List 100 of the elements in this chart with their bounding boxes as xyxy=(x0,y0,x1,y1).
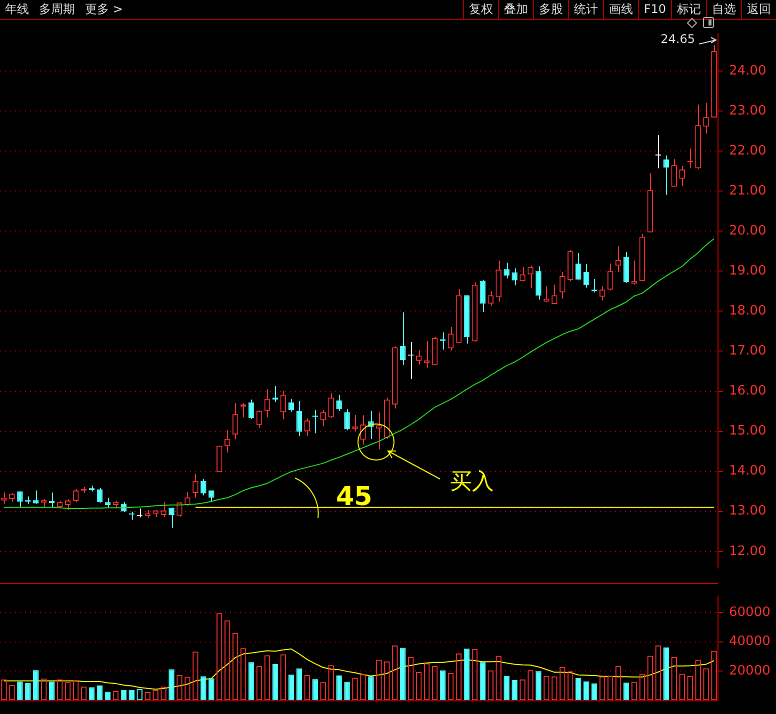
candlestick xyxy=(224,430,230,454)
y-tick-label: 17.00 xyxy=(729,344,766,359)
candlestick xyxy=(240,402,246,418)
y-tick-label: 19.00 xyxy=(729,264,766,279)
candlestick xyxy=(72,488,79,503)
bar xyxy=(120,690,127,700)
bar xyxy=(33,670,39,700)
bar xyxy=(168,669,174,700)
candlestick xyxy=(280,390,286,420)
candlestick xyxy=(96,488,103,504)
bar xyxy=(17,682,23,700)
bar xyxy=(25,682,31,700)
bar xyxy=(208,678,214,700)
candlestick xyxy=(296,400,302,437)
y-tick-label: 40000 xyxy=(729,634,770,650)
candlestick xyxy=(192,473,198,498)
candlestick xyxy=(671,158,677,188)
candlestick xyxy=(1,492,7,504)
bar xyxy=(288,674,294,700)
bar xyxy=(128,690,135,700)
text: 多周期 xyxy=(38,1,76,18)
text: 画线 xyxy=(602,0,638,19)
bar xyxy=(96,685,103,700)
y-tick-label: 16.00 xyxy=(729,384,766,399)
y-tick-label: 14.00 xyxy=(729,464,766,479)
bar xyxy=(591,683,598,700)
bar xyxy=(480,662,486,700)
bar xyxy=(248,662,254,700)
text: 自选 xyxy=(706,0,741,19)
bar xyxy=(576,678,582,700)
y-tick-label: 12.00 xyxy=(729,544,766,559)
candlestick xyxy=(400,312,406,366)
candlestick xyxy=(448,326,454,351)
text: 叠加 xyxy=(498,0,533,19)
candlestick xyxy=(232,402,238,440)
candlestick xyxy=(703,102,709,134)
bar xyxy=(312,679,318,700)
candlestick xyxy=(352,414,358,432)
candlestick xyxy=(17,490,23,508)
y-tick-label: 20.00 xyxy=(729,224,766,239)
candlestick xyxy=(304,418,310,437)
bar xyxy=(336,676,342,700)
bar xyxy=(368,676,374,700)
y-tick-label: 21.00 xyxy=(729,183,766,198)
bar xyxy=(200,676,206,700)
candlestick xyxy=(583,263,590,288)
candlestick xyxy=(264,388,270,418)
bar xyxy=(88,687,95,700)
text: 标记 xyxy=(671,0,706,19)
text: 更多 > xyxy=(84,1,124,18)
candlestick xyxy=(176,502,182,518)
text: 返回 xyxy=(741,0,776,19)
text: 统计 xyxy=(568,0,603,19)
bar xyxy=(344,682,350,700)
candlestick xyxy=(424,340,430,368)
annotation: 24.65 xyxy=(660,32,695,46)
candlestick xyxy=(607,263,614,291)
y-tick-label: 60000 xyxy=(729,604,770,620)
candlestick xyxy=(615,246,622,272)
candlestick xyxy=(512,268,518,286)
bar xyxy=(440,670,446,700)
text: 复权 xyxy=(462,0,498,19)
y-tick-label: 18.00 xyxy=(729,304,766,319)
candlestick xyxy=(416,350,422,365)
text: 年线 xyxy=(4,1,30,18)
candlestick xyxy=(160,502,166,518)
candlestick xyxy=(536,266,542,300)
candlestick xyxy=(168,507,174,528)
y-tick-label: 23.00 xyxy=(729,103,766,118)
candlestick xyxy=(560,271,566,300)
annotation: 买入 xyxy=(450,470,494,495)
candlestick xyxy=(623,251,630,284)
candlestick xyxy=(528,265,534,288)
bar xyxy=(504,676,510,700)
bar xyxy=(296,668,302,700)
bar xyxy=(663,647,670,700)
y-tick-label: 20000 xyxy=(729,663,770,678)
candlestick xyxy=(631,260,638,285)
bar xyxy=(400,648,406,700)
annotation: 45 xyxy=(336,482,372,512)
candlestick xyxy=(655,134,662,169)
y-tick-label: 24.00 xyxy=(729,63,766,78)
bar xyxy=(583,682,590,700)
candlestick xyxy=(520,266,526,282)
bar xyxy=(623,682,630,700)
candlestick xyxy=(360,414,366,446)
y-tick-label: 15.00 xyxy=(729,424,766,439)
candlestick xyxy=(33,490,39,504)
candlestick xyxy=(480,279,486,313)
candlestick xyxy=(576,252,582,280)
text: 多股 xyxy=(532,0,568,19)
candlestick xyxy=(200,478,206,496)
text: F10 xyxy=(638,0,671,19)
bar xyxy=(272,664,278,700)
bar xyxy=(48,682,55,700)
y-tick-label: 22.00 xyxy=(729,143,766,158)
candlestick xyxy=(663,154,670,196)
candlestick xyxy=(248,399,254,420)
candlestick xyxy=(256,410,262,428)
candlestick xyxy=(48,492,55,508)
